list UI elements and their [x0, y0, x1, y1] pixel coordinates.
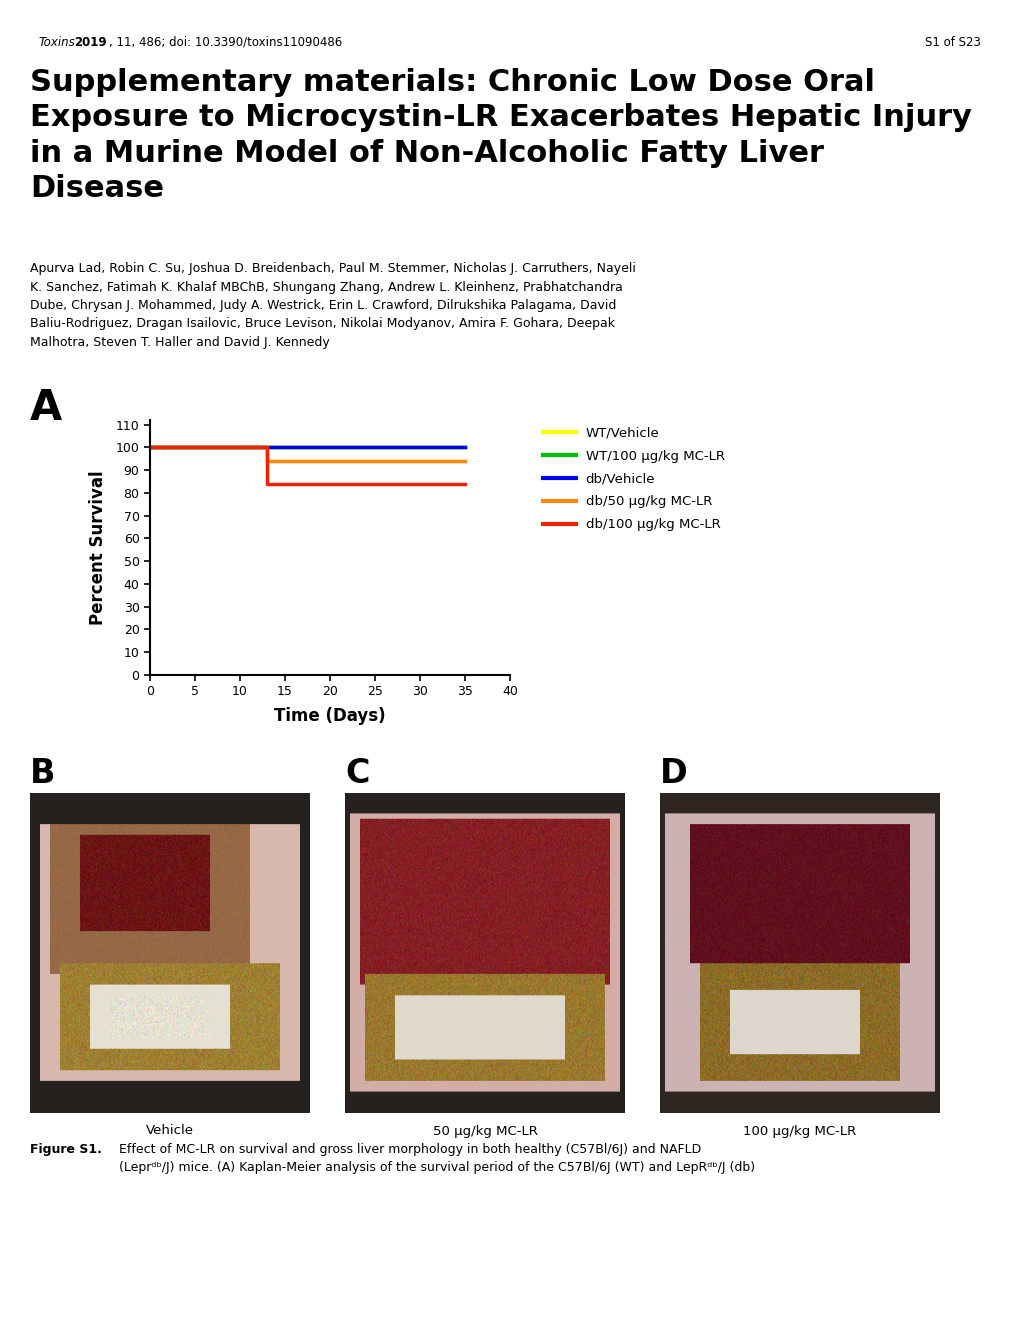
Text: S1 of S23: S1 of S23	[924, 36, 980, 49]
Text: C: C	[344, 758, 369, 791]
Text: A: A	[30, 387, 62, 429]
Text: , 11, 486; doi: 10.3390/toxins11090486: , 11, 486; doi: 10.3390/toxins11090486	[109, 36, 342, 49]
Text: Effect of MC-LR on survival and gross liver morphology in both healthy (C57Bl/6J: Effect of MC-LR on survival and gross li…	[119, 1143, 755, 1173]
Legend: WT/Vehicle, WT/100 μg/kg MC-LR, db/Vehicle, db/50 μg/kg MC-LR, db/100 μg/kg MC-L: WT/Vehicle, WT/100 μg/kg MC-LR, db/Vehic…	[538, 421, 730, 537]
Text: Toxins: Toxins	[39, 36, 75, 49]
Text: Figure S1.: Figure S1.	[30, 1143, 102, 1156]
Text: Vehicle: Vehicle	[146, 1125, 194, 1138]
Text: 100 μg/kg MC-LR: 100 μg/kg MC-LR	[743, 1125, 856, 1138]
Text: 50 μg/kg MC-LR: 50 μg/kg MC-LR	[432, 1125, 537, 1138]
Text: Apurva Lad, Robin C. Su, Joshua D. Breidenbach, Paul M. Stemmer, Nicholas J. Car: Apurva Lad, Robin C. Su, Joshua D. Breid…	[30, 261, 635, 348]
Text: B: B	[30, 758, 55, 791]
X-axis label: Time (Days): Time (Days)	[274, 706, 385, 725]
Text: D: D	[659, 758, 687, 791]
Text: Supplementary materials: Chronic Low Dose Oral
Exposure to Microcystin-LR Exacer: Supplementary materials: Chronic Low Dos…	[30, 69, 971, 203]
Y-axis label: Percent Survival: Percent Survival	[90, 470, 107, 624]
Text: 2019: 2019	[74, 36, 107, 49]
